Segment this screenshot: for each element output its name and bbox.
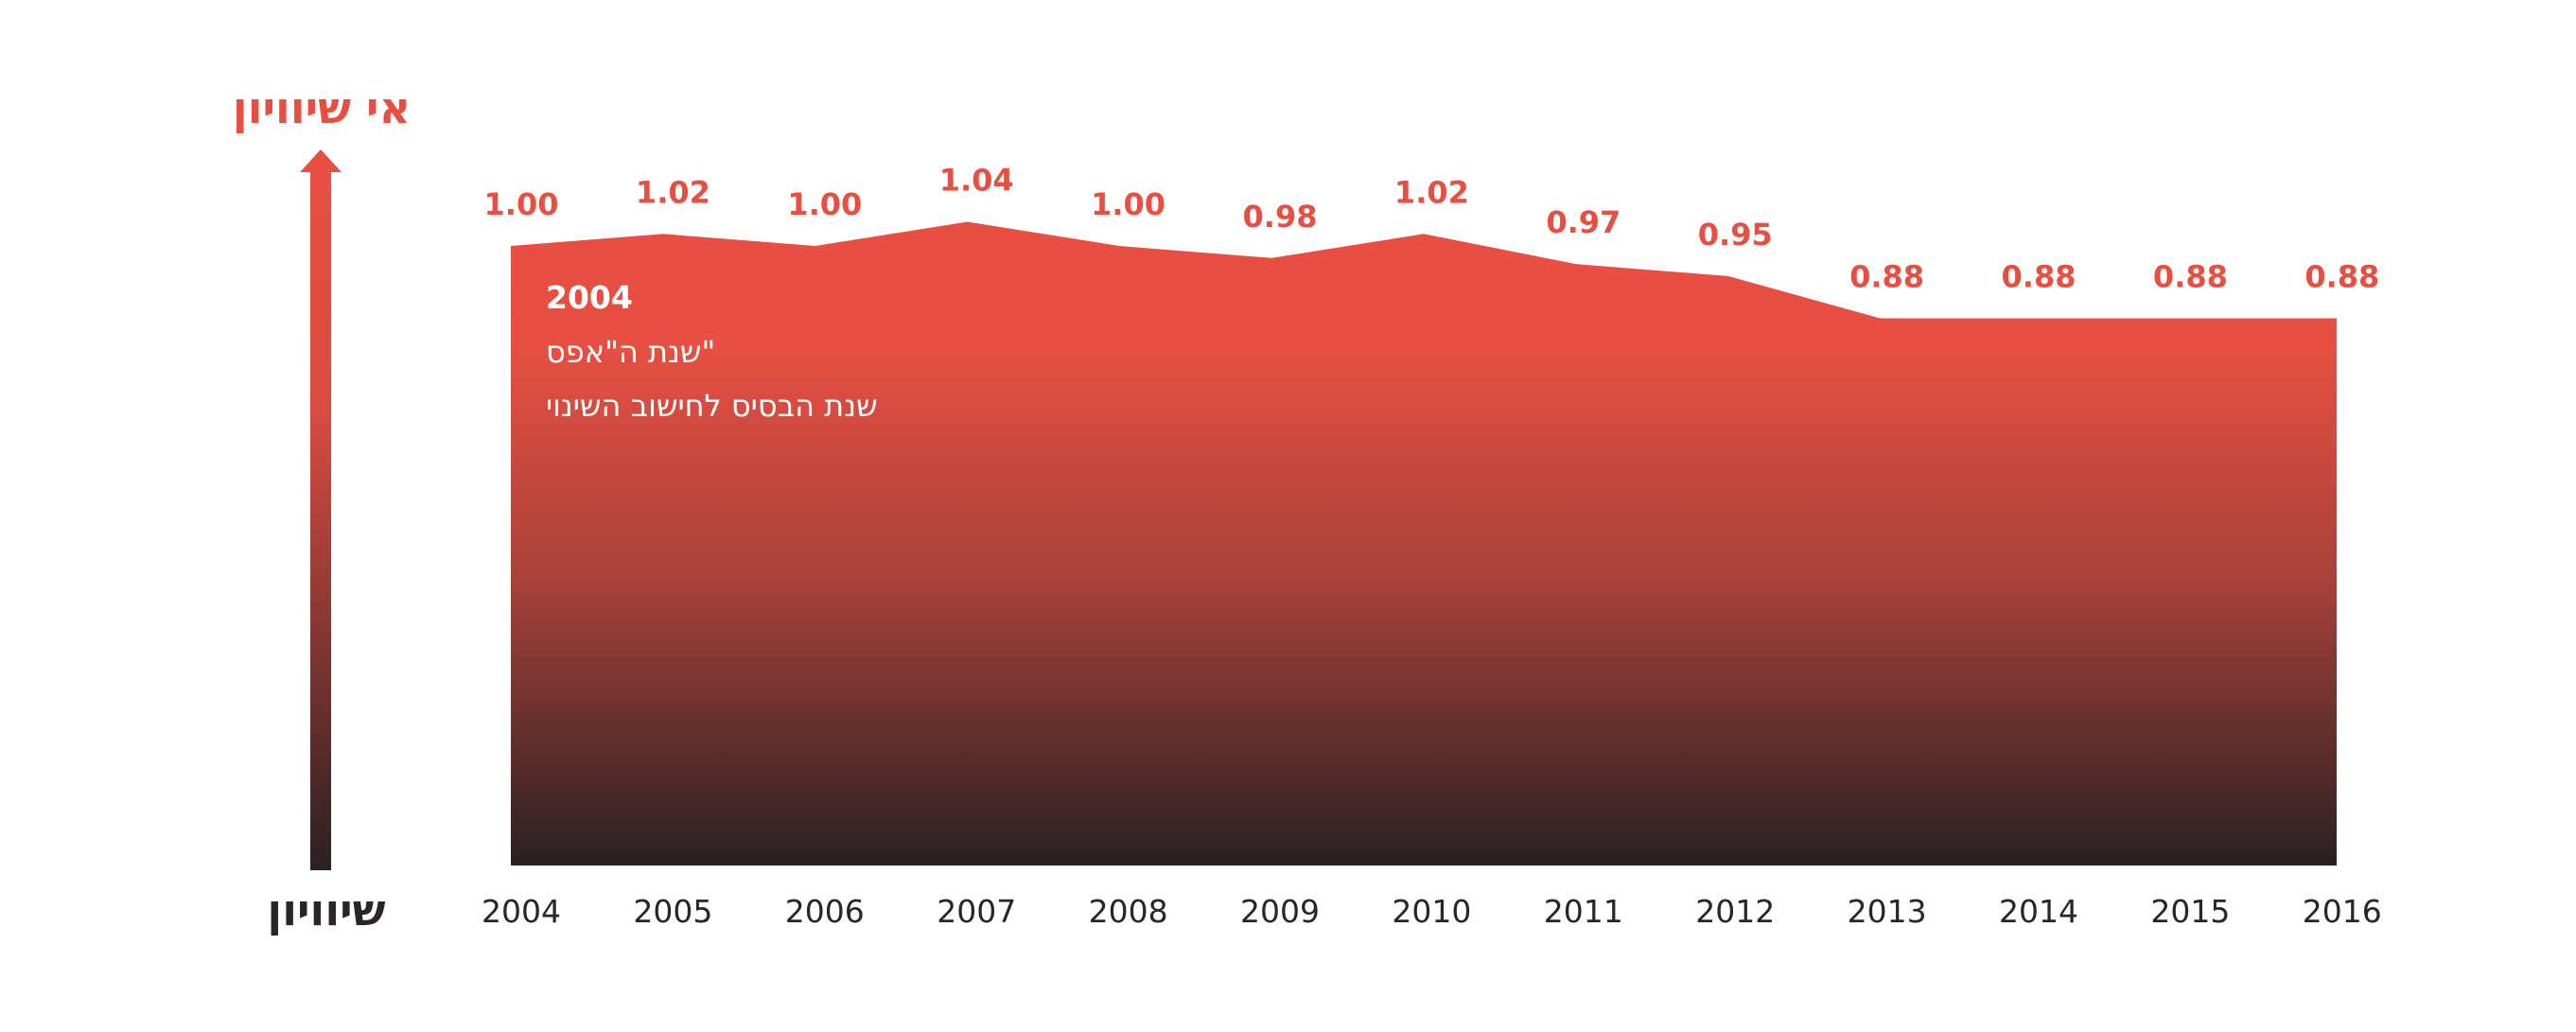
value-label-2013: 0.88	[1849, 259, 1924, 295]
value-labels: 1.00 1.02 1.00 1.04 1.00 0.98 1.02 0.97 0.95 0.88…	[484, 163, 2380, 295]
value-label-2010: 1.02	[1394, 174, 1469, 210]
value-label-2011: 0.97	[1546, 204, 1621, 240]
annotation-year: 2004	[546, 279, 633, 316]
x-axis-ticks: 2004 2005 2006 2007 2008 2009 2010 2011 2012 2013…	[482, 893, 2382, 930]
value-label-2007: 1.04	[939, 163, 1014, 199]
x-tick-2014: 2014	[1999, 893, 2078, 930]
annotation-line-2: שנת הבסיס לחישוב השינוי	[546, 388, 878, 424]
value-label-2004: 1.00	[484, 186, 559, 222]
value-label-2008: 1.00	[1091, 186, 1165, 222]
x-tick-2012: 2012	[1695, 893, 1775, 930]
x-tick-2007: 2007	[937, 893, 1016, 930]
annotation-line-1: שנת ה"אפס"	[546, 334, 715, 370]
x-tick-2009: 2009	[1240, 893, 1320, 930]
x-tick-2010: 2010	[1392, 893, 1471, 930]
x-tick-2011: 2011	[1544, 893, 1623, 930]
x-tick-2008: 2008	[1089, 893, 1168, 930]
value-label-2015: 0.88	[2153, 259, 2228, 295]
x-tick-2006: 2006	[785, 893, 865, 930]
x-tick-2016: 2016	[2303, 893, 2382, 930]
y-axis-arrow-head	[300, 149, 342, 172]
x-tick-2005: 2005	[633, 893, 712, 930]
y-axis-arrow	[300, 149, 342, 870]
area-series	[511, 221, 2337, 866]
value-label-2009: 0.98	[1243, 199, 1318, 235]
value-label-2005: 1.02	[636, 174, 710, 210]
y-axis-bottom-label: שיוויון	[267, 884, 385, 936]
value-label-2014: 0.88	[2002, 259, 2077, 295]
y-axis-top-label: אי שיוויון	[233, 82, 411, 133]
value-label-2016: 0.88	[2304, 259, 2379, 295]
x-tick-2015: 2015	[2150, 893, 2230, 930]
value-label-2012: 0.95	[1698, 217, 1773, 253]
y-axis-arrow-shaft	[310, 170, 331, 870]
x-tick-2013: 2013	[1848, 893, 1927, 930]
value-label-2006: 1.00	[787, 186, 862, 222]
x-tick-2004: 2004	[482, 893, 561, 930]
base-year-annotation: 2004 שנת ה"אפס" שנת הבסיס לחישוב השינוי	[546, 279, 878, 424]
